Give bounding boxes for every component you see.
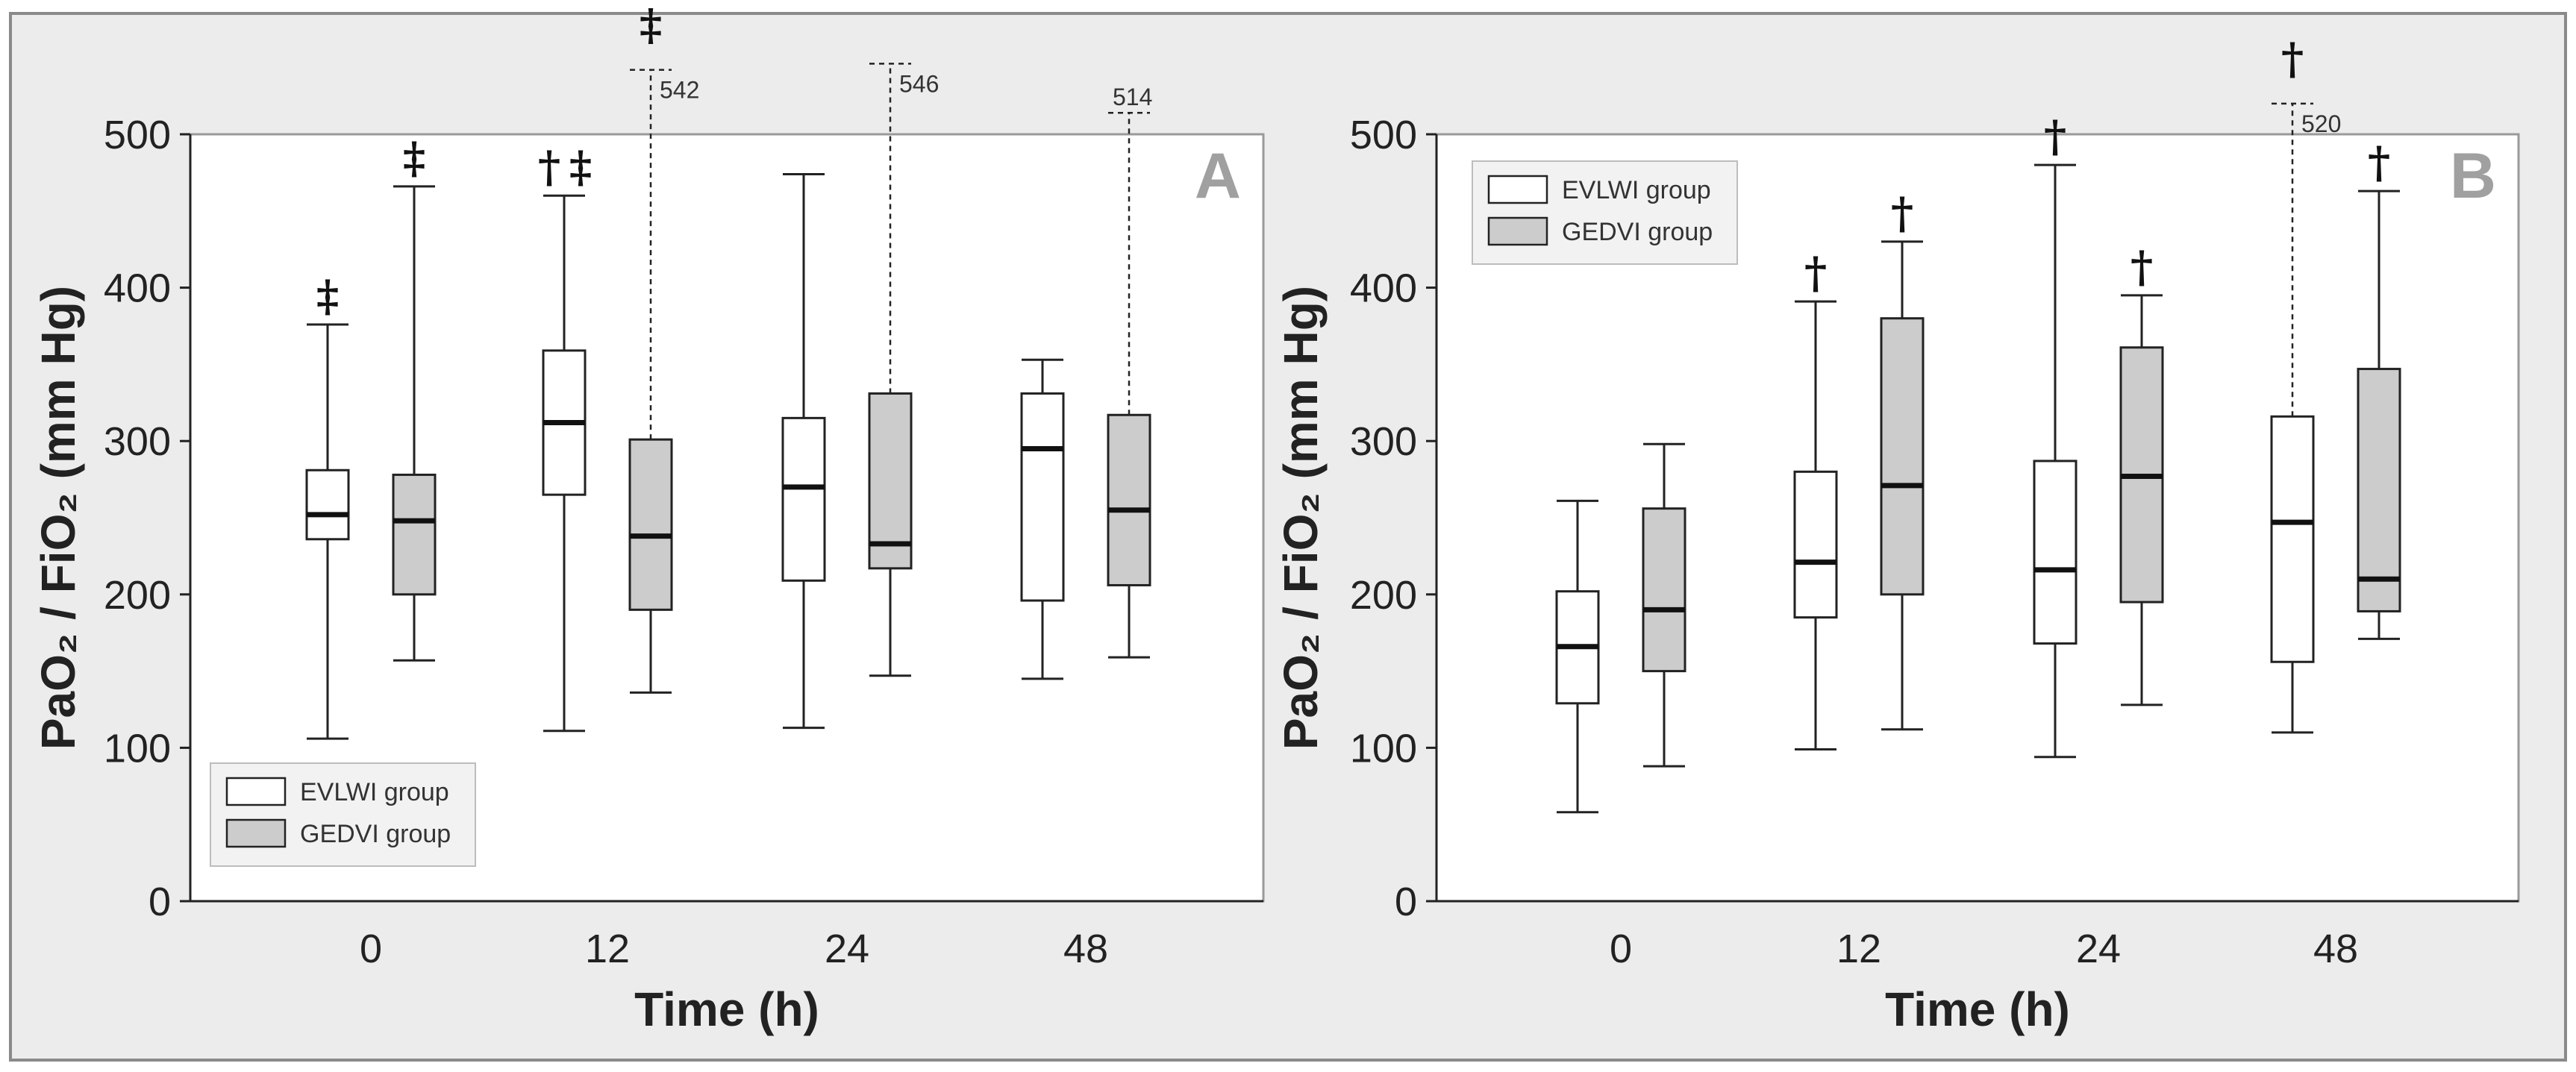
significance-symbol: ‡ <box>569 142 592 192</box>
y-tick-label: 500 <box>1350 113 1417 157</box>
box-evlwi-48: 520 † <box>2270 34 2341 734</box>
iqr-box <box>1793 470 1838 619</box>
significance-symbol: † <box>2368 137 2390 188</box>
significance-symbol: † <box>2044 111 2066 162</box>
legend-label: GEDVI group <box>300 820 451 848</box>
y-tick-label: 300 <box>104 419 171 464</box>
y-tick-label: 100 <box>1350 726 1417 771</box>
box-evlwi-0 <box>1555 499 1600 814</box>
y-tick-label: 200 <box>104 573 171 618</box>
box-gedvi-0: ‡ <box>392 133 437 662</box>
y-axis-title: PaO₂ / FiO₂ (mm Hg) <box>31 286 85 750</box>
iqr-box <box>2357 368 2401 612</box>
iqr-box <box>781 416 826 582</box>
box-gedvi-12: † <box>1880 188 1925 731</box>
box-evlwi-12: † ‡ <box>538 142 592 733</box>
iqr-box <box>1020 392 1065 602</box>
iqr-box <box>2270 415 2315 663</box>
box-evlwi-24: † <box>2033 111 2078 759</box>
chart-panel-b: 0 100 200 300 400 500 0 12 24 48 Time (h) PaO₂ / Fi… <box>1274 34 2520 1036</box>
x-axis-title: Time (h) <box>634 982 819 1036</box>
box-gedvi-48: 514 <box>1107 84 1152 659</box>
legend-swatch <box>225 777 287 806</box>
box-evlwi-48 <box>1020 358 1065 680</box>
legend-swatch <box>1487 175 1548 204</box>
iqr-box <box>2033 460 2078 645</box>
y-tick-label: 0 <box>149 880 171 924</box>
iqr-box <box>305 468 350 541</box>
significance-symbol: † <box>538 142 560 192</box>
box-evlwi-0: ‡ <box>305 271 350 740</box>
box-gedvi-24: † <box>2119 242 2164 706</box>
significance-symbol: ‡ <box>640 0 662 51</box>
y-tick-label: 400 <box>104 266 171 311</box>
box-gedvi-24: 546 <box>868 63 939 677</box>
iqr-box <box>628 438 673 611</box>
box-gedvi-48: † <box>2357 137 2401 640</box>
iqr-box <box>1642 507 1686 673</box>
max-value-label: 520 <box>2301 110 2341 137</box>
x-tick-label: 12 <box>585 927 630 971</box>
legend-swatch <box>1487 216 1548 246</box>
iqr-box <box>868 392 913 570</box>
x-tick-label: 0 <box>360 927 382 971</box>
box-gedvi-0 <box>1642 442 1686 768</box>
significance-symbol: † <box>2130 242 2153 292</box>
x-tick-label: 48 <box>2313 927 2358 971</box>
y-tick-label: 500 <box>104 113 171 157</box>
iqr-box <box>392 473 437 596</box>
y-tick-label: 400 <box>1350 266 1417 311</box>
legend: EVLWI group GEDVI group <box>210 762 476 867</box>
panel-letter: B <box>2450 140 2496 212</box>
max-value-label: 546 <box>899 70 939 97</box>
iqr-box <box>1880 317 1925 596</box>
x-tick-label: 48 <box>1063 927 1108 971</box>
box-gedvi-12: 542 ‡ <box>628 0 699 694</box>
legend-label: EVLWI group <box>300 778 449 806</box>
significance-symbol: ‡ <box>316 271 339 322</box>
y-tick-label: 200 <box>1350 573 1417 618</box>
x-tick-label: 12 <box>1836 927 1881 971</box>
box-evlwi-24 <box>781 172 826 730</box>
max-value-label: 514 <box>1113 84 1152 110</box>
x-tick-label: 0 <box>1610 927 1632 971</box>
legend-swatch <box>225 818 287 848</box>
x-tick-label: 24 <box>825 927 869 971</box>
significance-symbol: ‡ <box>403 133 425 184</box>
chart-panel-a: 0 100 200 300 400 500 0 12 24 48 Time (h) PaO₂ / Fi… <box>31 0 1265 1036</box>
x-axis-title: Time (h) <box>1885 982 2070 1036</box>
legend-label: EVLWI group <box>1562 176 1711 204</box>
max-value-label: 542 <box>660 77 699 104</box>
box-evlwi-12: † <box>1793 248 1838 750</box>
y-tick-label: 100 <box>104 726 171 771</box>
y-tick-label: 300 <box>1350 419 1417 464</box>
significance-symbol: † <box>1891 188 1913 239</box>
iqr-box <box>1107 413 1151 586</box>
significance-symbol: † <box>1804 248 1827 298</box>
panel-letter: A <box>1195 140 1241 212</box>
y-axis-title: PaO₂ / FiO₂ (mm Hg) <box>1274 286 1328 750</box>
legend: EVLWI group GEDVI group <box>1472 160 1738 265</box>
legend-label: GEDVI group <box>1562 218 1713 246</box>
x-tick-label: 24 <box>2076 927 2121 971</box>
y-tick-label: 0 <box>1395 880 1417 924</box>
significance-symbol: † <box>2281 34 2304 84</box>
